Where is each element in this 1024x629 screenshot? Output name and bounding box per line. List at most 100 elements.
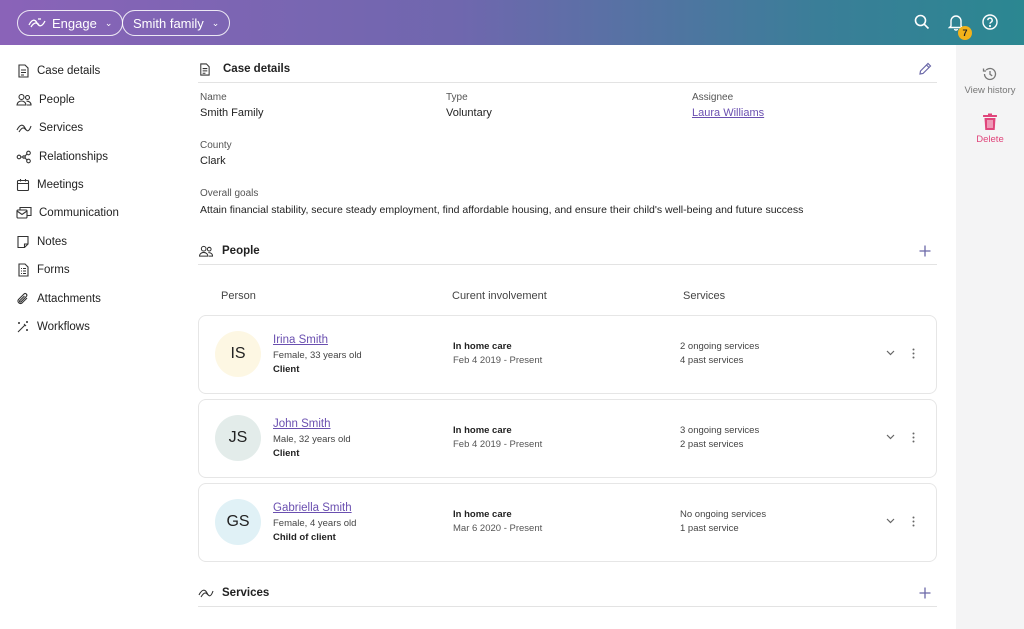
sidebar-item-relationships[interactable]: Relationships: [16, 147, 108, 167]
help-icon[interactable]: [979, 11, 1001, 33]
person-name-link[interactable]: John Smith: [273, 418, 331, 430]
goals-label: Overall goals: [200, 188, 259, 199]
services-title: Services: [222, 587, 270, 599]
person-role: Client: [273, 364, 300, 375]
services-header: Services: [198, 582, 937, 604]
add-person-icon[interactable]: [917, 243, 933, 259]
chevron-down-icon[interactable]: [883, 514, 897, 528]
goals-value: Attain financial stability, secure stead…: [200, 204, 804, 215]
sidebar-item-label: Meetings: [37, 179, 84, 191]
sidebar-item-case-details[interactable]: Case details: [16, 61, 100, 81]
people-title: People: [222, 245, 260, 257]
right-rail: View history Delete: [956, 45, 1024, 629]
involvement-title: In home care: [453, 341, 512, 352]
person-card[interactable]: GS Gabriella Smith Female, 4 years old C…: [198, 483, 937, 562]
column-header-person: Person: [221, 290, 256, 302]
sidebar-item-forms[interactable]: Forms: [16, 260, 70, 280]
chevron-down-icon[interactable]: [883, 430, 897, 444]
edit-icon[interactable]: [917, 61, 933, 77]
services-icon: [198, 589, 214, 598]
sidebar-item-workflows[interactable]: Workflows: [16, 317, 90, 337]
person-meta: Female, 4 years old: [273, 518, 357, 529]
type-label: Type: [446, 92, 468, 103]
assignee-label: Assignee: [692, 92, 734, 103]
sidebar-item-notes[interactable]: Notes: [16, 232, 67, 252]
app-switcher-button[interactable]: Engage ⌄: [17, 10, 124, 36]
sidebar-item-label: Notes: [37, 236, 68, 248]
case-switcher-button[interactable]: Smith family ⌄: [122, 10, 231, 36]
sidebar-item-label: Forms: [37, 264, 70, 276]
delete-label: Delete: [976, 134, 1004, 145]
person-role: Client: [273, 448, 300, 459]
column-header-services: Services: [683, 290, 726, 302]
case-details-title: Case details: [223, 63, 291, 75]
divider: [198, 264, 937, 265]
person-name-link[interactable]: Gabriella Smith: [273, 502, 352, 514]
involvement-title: In home care: [453, 509, 512, 520]
chevron-down-icon: ⌄: [211, 17, 220, 28]
involvement-dates: Feb 4 2019 - Present: [453, 355, 543, 366]
people-header: People: [198, 240, 937, 262]
form-icon: [18, 263, 29, 277]
sidebar-item-attachments[interactable]: Attachments: [16, 289, 101, 309]
person-meta: Male, 32 years old: [273, 434, 351, 445]
sidebar-item-people[interactable]: People: [16, 90, 75, 110]
note-icon: [17, 235, 29, 249]
person-card[interactable]: JS John Smith Male, 32 years old Client …: [198, 399, 937, 478]
involvement-dates: Mar 6 2020 - Present: [453, 523, 543, 534]
view-history-button[interactable]: View history: [956, 66, 1024, 96]
communication-icon: [16, 206, 32, 219]
chevron-down-icon[interactable]: [883, 346, 897, 360]
delete-button[interactable]: Delete: [956, 113, 1024, 145]
more-vertical-icon[interactable]: [907, 430, 919, 444]
assignee-link[interactable]: Laura Williams: [692, 107, 765, 119]
add-service-icon[interactable]: [917, 585, 933, 601]
sidebar: Case details People Services Relationshi…: [0, 45, 180, 629]
case-details-header: Case details: [198, 58, 937, 80]
document-icon: [200, 62, 210, 76]
name-label: Name: [200, 92, 227, 103]
people-icon: [198, 245, 214, 257]
relationships-icon: [16, 150, 31, 164]
services-past: 1 past service: [680, 523, 739, 534]
sidebar-item-label: Relationships: [39, 151, 109, 163]
name-value: Smith Family: [200, 107, 264, 119]
trash-icon: [983, 113, 997, 130]
person-name-link[interactable]: Irina Smith: [273, 334, 328, 346]
involvement-title: In home care: [453, 425, 512, 436]
services-icon: [16, 124, 32, 133]
sidebar-item-label: Communication: [39, 207, 119, 219]
divider: [198, 82, 937, 83]
person-meta: Female, 33 years old: [273, 350, 362, 361]
more-vertical-icon[interactable]: [907, 514, 919, 528]
services-ongoing: No ongoing services: [680, 509, 767, 520]
sidebar-item-label: Case details: [37, 65, 101, 77]
sidebar-item-label: People: [39, 94, 75, 106]
services-ongoing: 3 ongoing services: [680, 425, 760, 436]
involvement-dates: Feb 4 2019 - Present: [453, 439, 543, 450]
services-ongoing: 2 ongoing services: [680, 341, 760, 352]
chevron-down-icon: ⌄: [104, 17, 113, 28]
sidebar-item-communication[interactable]: Communication: [16, 203, 119, 223]
people-icon: [16, 93, 32, 106]
sidebar-item-label: Workflows: [37, 321, 90, 333]
app-switcher-label: Engage: [52, 15, 97, 31]
engage-logo-icon: [28, 18, 46, 28]
sidebar-item-meetings[interactable]: Meetings: [16, 175, 84, 195]
sidebar-item-services[interactable]: Services: [16, 118, 83, 138]
column-header-involvement: Curent involvement: [452, 290, 547, 302]
view-history-label: View history: [964, 85, 1016, 96]
case-switcher-label: Smith family: [133, 15, 204, 31]
calendar-icon: [16, 179, 30, 192]
county-value: Clark: [200, 155, 226, 167]
wand-icon: [17, 321, 28, 333]
person-role: Child of client: [273, 532, 336, 543]
search-icon[interactable]: [911, 11, 933, 33]
services-past: 2 past services: [680, 439, 744, 450]
sidebar-item-label: Attachments: [37, 293, 101, 305]
notification-badge: 7: [958, 26, 972, 40]
more-vertical-icon[interactable]: [907, 346, 919, 360]
document-icon: [18, 64, 29, 78]
services-past: 4 past services: [680, 355, 744, 366]
person-card[interactable]: IS Irina Smith Female, 33 years old Clie…: [198, 315, 937, 394]
